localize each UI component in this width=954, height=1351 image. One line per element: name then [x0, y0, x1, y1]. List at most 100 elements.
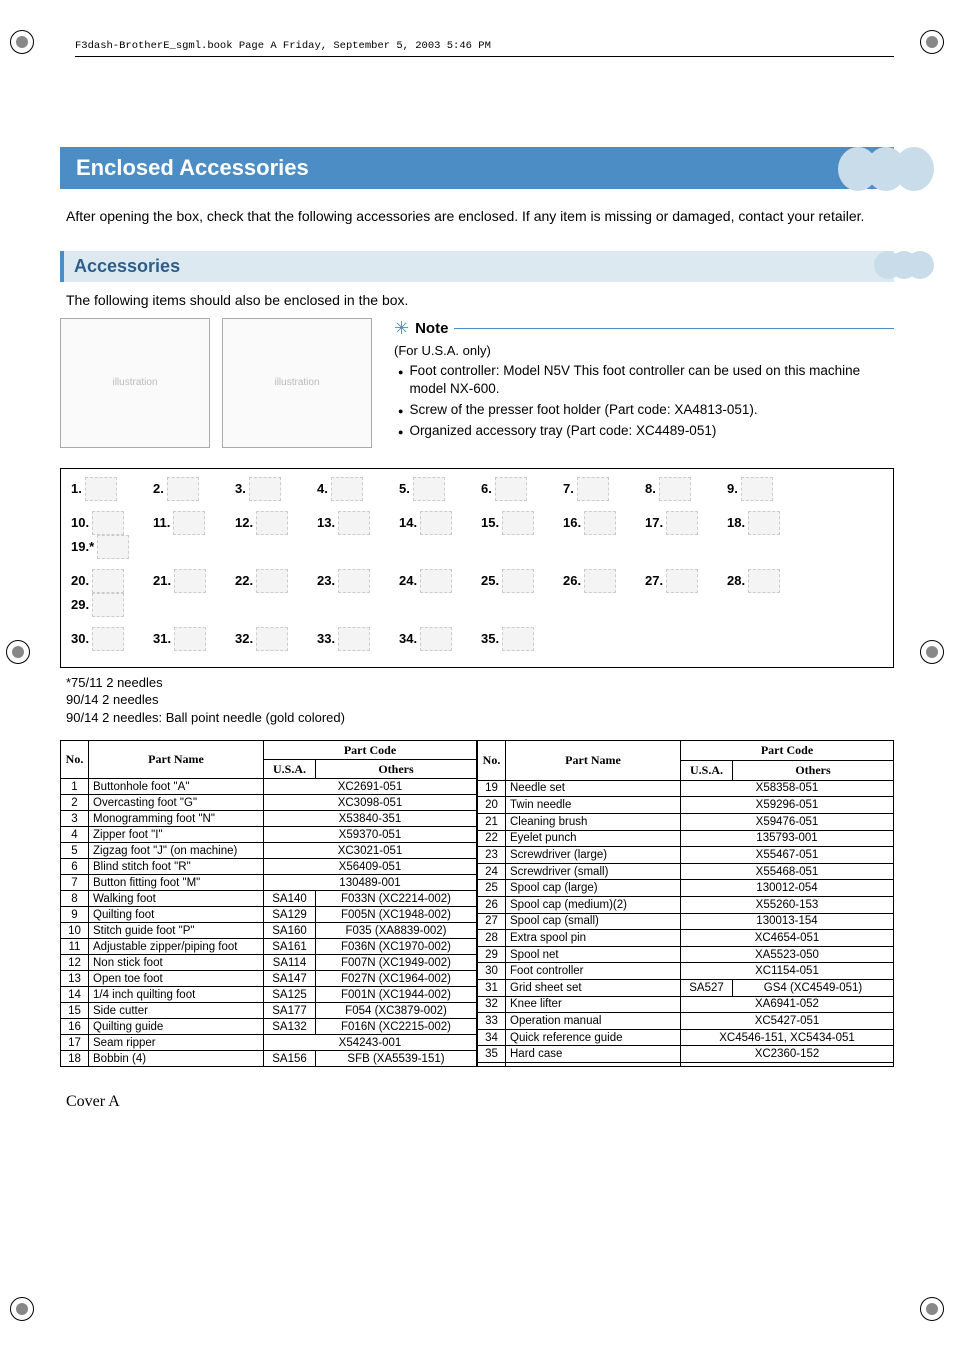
accessory-number: 15.	[481, 515, 499, 530]
accessory-cell: 33.	[317, 627, 381, 651]
table-row: 34Quick reference guideXC4546-151, XC543…	[478, 1029, 894, 1046]
accessory-cell: 10.	[71, 511, 135, 535]
table-row: 9Quilting footSA129F005N (XC1948-002)	[61, 907, 477, 923]
table-row: 3Monogramming foot "N"X53840-351	[61, 811, 477, 827]
accessory-icon	[256, 511, 288, 535]
accessory-icon	[495, 477, 527, 501]
table-row: 19Needle setX58358-051	[478, 780, 894, 797]
table-row: 12Non stick footSA114F007N (XC1949-002)	[61, 955, 477, 971]
table-row: 4Zipper foot "I"X59370-051	[61, 827, 477, 843]
accessory-number: 25.	[481, 573, 499, 588]
accessory-icon	[659, 477, 691, 501]
accessory-icon	[338, 569, 370, 593]
accessory-icon	[338, 511, 370, 535]
accessory-icon-grid: 1.2.3.4.5.6.7.8.9.10.11.12.13.14.15.16.1…	[60, 468, 894, 668]
accessory-icon	[413, 477, 445, 501]
diagram-note-row: illustration illustration ✳ Note (For U.…	[60, 318, 894, 448]
accessory-number: 2.	[153, 481, 164, 496]
table-row: 30Foot controllerXC1154-051	[478, 963, 894, 980]
section-title-text: Enclosed Accessories	[76, 155, 309, 180]
accessory-cell: 2.	[153, 477, 217, 501]
subsection-header: Accessories	[60, 251, 894, 282]
accessory-number: 35.	[481, 631, 499, 646]
table-row	[478, 1063, 894, 1067]
accessory-icon	[748, 569, 780, 593]
accessory-cell: 27.	[645, 569, 709, 593]
accessory-cell: 8.	[645, 477, 709, 501]
accessory-cell: 24.	[399, 569, 463, 593]
crop-mark-icon	[920, 30, 944, 54]
accessory-number: 9.	[727, 481, 738, 496]
note-star-icon: ✳	[394, 318, 409, 339]
accessory-number: 34.	[399, 631, 417, 646]
accessory-icon	[92, 593, 124, 617]
accessory-cell: 4.	[317, 477, 381, 501]
accessory-number: 24.	[399, 573, 417, 588]
accessory-number: 20.	[71, 573, 89, 588]
table-row: 21Cleaning brushX59476-051	[478, 813, 894, 830]
accessory-icon	[85, 477, 117, 501]
note-label: Note	[415, 320, 448, 337]
accessory-number: 33.	[317, 631, 335, 646]
footnote-line: *75/11 2 needles	[66, 674, 894, 692]
accessory-icon	[420, 569, 452, 593]
page-header-meta: F3dash-BrotherE_sgml.book Page A Friday,…	[75, 40, 894, 57]
accessory-cell: 26.	[563, 569, 627, 593]
table-row: 10Stitch guide foot "P"SA160F035 (XA8839…	[61, 923, 477, 939]
table-row: 26Spool cap (medium)(2)X55260-153	[478, 896, 894, 913]
accessory-cell: 31.	[153, 627, 217, 651]
accessory-number: 23.	[317, 573, 335, 588]
accessory-icon	[338, 627, 370, 651]
accessory-cell: 29.	[71, 593, 135, 617]
table-row: 141/4 inch quilting footSA125F001N (XC19…	[61, 987, 477, 1003]
accessory-cell: 35.	[481, 627, 545, 651]
decorative-bubble-icon	[850, 147, 934, 189]
crop-mark-icon	[6, 640, 30, 664]
table-row: 7Button fitting foot "M"130489-001	[61, 875, 477, 891]
subsection-header-text: Accessories	[74, 256, 180, 276]
needle-footnotes: *75/11 2 needles 90/14 2 needles 90/14 2…	[60, 674, 894, 727]
accessory-number: 13.	[317, 515, 335, 530]
accessory-number: 8.	[645, 481, 656, 496]
table-row: 23Screwdriver (large)X55467-051	[478, 847, 894, 864]
accessory-number: 27.	[645, 573, 663, 588]
parts-table-right: No.Part NamePart CodeU.S.A.Others19Needl…	[477, 740, 894, 1067]
table-row: 15Side cutterSA177F054 (XC3879-002)	[61, 1003, 477, 1019]
accessory-number: 18.	[727, 515, 745, 530]
accessory-number: 14.	[399, 515, 417, 530]
accessory-number: 22.	[235, 573, 253, 588]
accessory-cell: 13.	[317, 511, 381, 535]
table-row: 31Grid sheet setSA527GS4 (XC4549-051)	[478, 979, 894, 996]
page-footer: Cover A	[60, 1093, 894, 1111]
parts-table-left: No.Part NamePart CodeU.S.A.Others1Button…	[60, 740, 477, 1067]
note-item: Screw of the presser foot holder (Part c…	[398, 401, 894, 420]
accessory-number: 6.	[481, 481, 492, 496]
accessory-cell: 21.	[153, 569, 217, 593]
accessory-cell: 7.	[563, 477, 627, 501]
accessory-icon	[174, 569, 206, 593]
accessory-icon	[174, 627, 206, 651]
accessory-cell: 17.	[645, 511, 709, 535]
accessory-number: 11.	[153, 515, 170, 530]
table-row: 18Bobbin (4)SA156SFB (XA5539-151)	[61, 1051, 477, 1067]
accessory-cell: 14.	[399, 511, 463, 535]
accessory-cell: 32.	[235, 627, 299, 651]
table-row: 17Seam ripperX54243-001	[61, 1035, 477, 1051]
accessory-number: 17.	[645, 515, 663, 530]
accessory-icon	[167, 477, 199, 501]
accessory-icon	[502, 627, 534, 651]
accessory-number: 30.	[71, 631, 89, 646]
note-item: Foot controller: Model N5V This foot con…	[398, 362, 894, 400]
accessory-icon	[256, 627, 288, 651]
accessory-cell: 5.	[399, 477, 463, 501]
accessory-number: 21.	[153, 573, 171, 588]
accessory-icon	[92, 627, 124, 651]
accessory-cell: 15.	[481, 511, 545, 535]
accessory-icon	[502, 569, 534, 593]
note-list: Foot controller: Model N5V This foot con…	[394, 362, 894, 442]
table-row: 24Screwdriver (small)X55468-051	[478, 863, 894, 880]
accessory-cell: 16.	[563, 511, 627, 535]
footnote-line: 90/14 2 needles	[66, 691, 894, 709]
table-row: 27Spool cap (small)130013-154	[478, 913, 894, 930]
table-row: 6Blind stitch foot "R"X56409-051	[61, 859, 477, 875]
